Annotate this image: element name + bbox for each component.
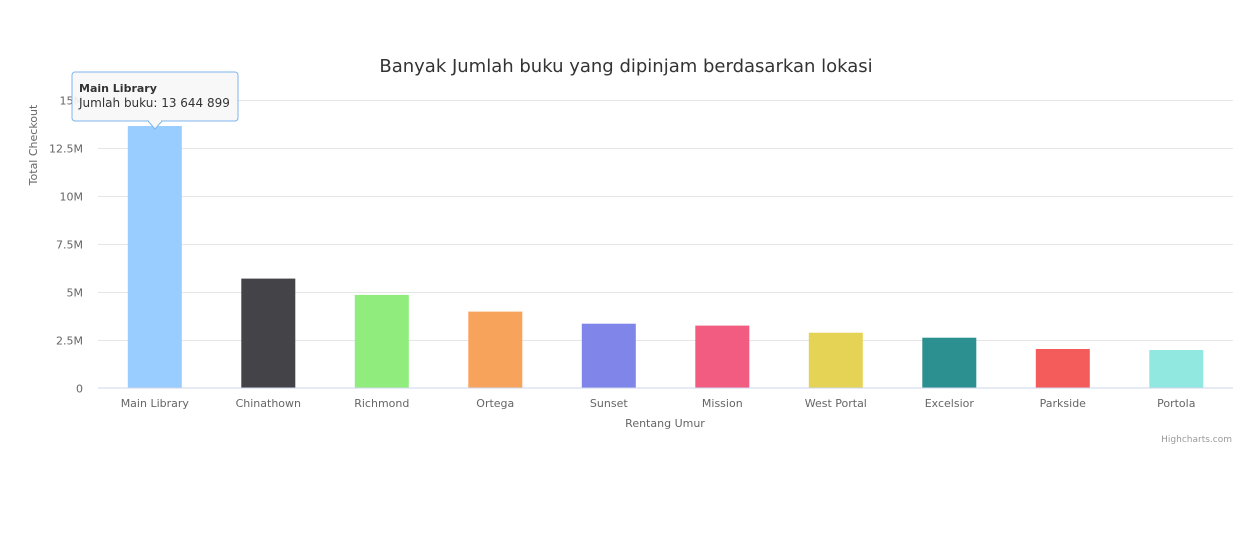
bar-ortega[interactable] (468, 311, 523, 388)
bar-west-portal[interactable] (808, 332, 863, 388)
x-tick-label: Chinathown (236, 397, 301, 410)
y-tick-label: 12.5M (49, 143, 83, 156)
y-axis-title: Total Checkout (27, 104, 40, 186)
bar-chinathown[interactable] (241, 278, 296, 388)
bar-excelsior[interactable] (922, 337, 977, 388)
x-tick-label: Portola (1157, 397, 1195, 410)
x-tick-label: Sunset (590, 397, 628, 410)
y-tick-label: 2.5M (56, 335, 83, 348)
bar-parkside[interactable] (1035, 349, 1090, 388)
x-tick-label: Ortega (476, 397, 514, 410)
bar-portola[interactable] (1149, 350, 1204, 388)
tooltip-text: Jumlah buku: 13 644 899 (78, 96, 230, 110)
x-tick-label: Mission (702, 397, 743, 410)
y-tick-label: 7.5M (56, 239, 83, 252)
y-tick-label: 0 (76, 383, 83, 396)
x-tick-label: Excelsior (925, 397, 975, 410)
x-tick-label: West Portal (805, 397, 867, 410)
bar-main-library[interactable] (127, 126, 182, 388)
tooltip-title: Main Library (79, 82, 157, 95)
y-tick-label: 5M (67, 287, 84, 300)
tooltip-pointer-mask (149, 119, 161, 122)
credits-link[interactable]: Highcharts.com (1161, 435, 1232, 445)
chart-title: Banyak Jumlah buku yang dipinjam berdasa… (379, 56, 872, 77)
bars (127, 126, 1204, 388)
bar-richmond[interactable] (354, 294, 409, 388)
tooltip: Main Library Jumlah buku: 13 644 899 (71, 71, 239, 130)
x-axis-ticks: Main Library Chinathown Richmond Ortega Suns… (121, 397, 1196, 410)
bar-mission[interactable] (695, 325, 750, 388)
y-tick-label: 10M (60, 191, 84, 204)
x-axis-title: Rentang Umur (625, 417, 705, 430)
x-tick-label: Richmond (354, 397, 409, 410)
bar-sunset[interactable] (581, 323, 636, 388)
x-tick-label: Parkside (1040, 397, 1087, 410)
x-tick-label: Main Library (121, 397, 190, 410)
